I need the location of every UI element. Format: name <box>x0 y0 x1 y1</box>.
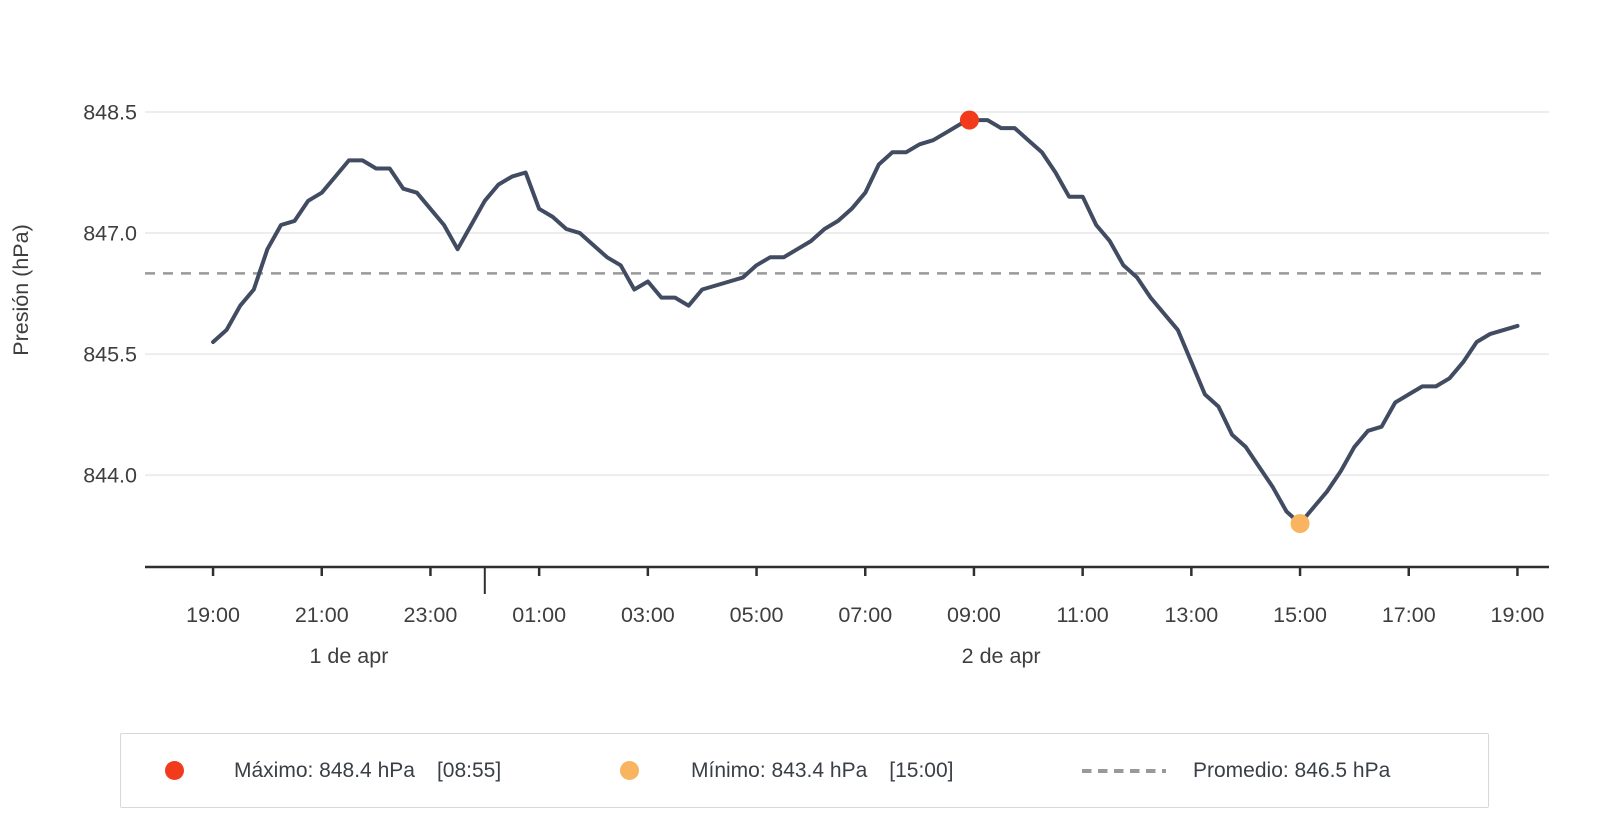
max-legend-label: Máximo: 848.4 hPa [08:55] <box>234 759 502 782</box>
max-legend-time: [08:55] <box>436 759 502 782</box>
x-tick-label: 23:00 <box>404 603 458 627</box>
pressure-line <box>211 118 1520 526</box>
x-tick-label: 05:00 <box>730 603 784 627</box>
mean-legend-label: Promedio: 846.5 hPa <box>1193 759 1391 782</box>
x-tick-label: 19:00 <box>186 603 240 627</box>
x-tick-label: 17:00 <box>1382 603 1436 627</box>
x-tick-label: 15:00 <box>1273 603 1327 627</box>
day-label-1: 1 de apr <box>309 644 388 668</box>
x-tick-label: 03:00 <box>621 603 675 627</box>
y-tick-label: 845.5 <box>83 343 137 367</box>
y-tick-label: 844.0 <box>83 464 137 488</box>
x-tick-label: 19:00 <box>1491 603 1545 627</box>
x-tick-label: 21:00 <box>295 603 349 627</box>
x-tick-label: 09:00 <box>947 603 1001 627</box>
min-legend-time: [15:00] <box>889 759 954 782</box>
min-legend-swatch <box>620 761 639 780</box>
x-tick-label: 13:00 <box>1164 603 1218 627</box>
chart-legend: Máximo: 848.4 hPa [08:55] Mínimo: 843.4 h… <box>120 733 1489 808</box>
mean-legend-swatch <box>1082 769 1166 773</box>
day-label-2: 2 de apr <box>962 644 1041 668</box>
y-tick-label: 848.5 <box>83 101 137 125</box>
min-legend-label: Mínimo: 843.4 hPa [15:00] <box>691 759 954 782</box>
x-tick-label: 01:00 <box>512 603 566 627</box>
max-legend-swatch <box>165 761 184 780</box>
x-tick-label: 07:00 <box>838 603 892 627</box>
y-tick-label: 847.0 <box>83 222 137 246</box>
max-point-marker <box>959 110 979 130</box>
x-tick-label: 11:00 <box>1057 603 1109 627</box>
y-axis-title: Presión (hPa) <box>9 224 33 355</box>
min-point-marker <box>1290 514 1310 534</box>
